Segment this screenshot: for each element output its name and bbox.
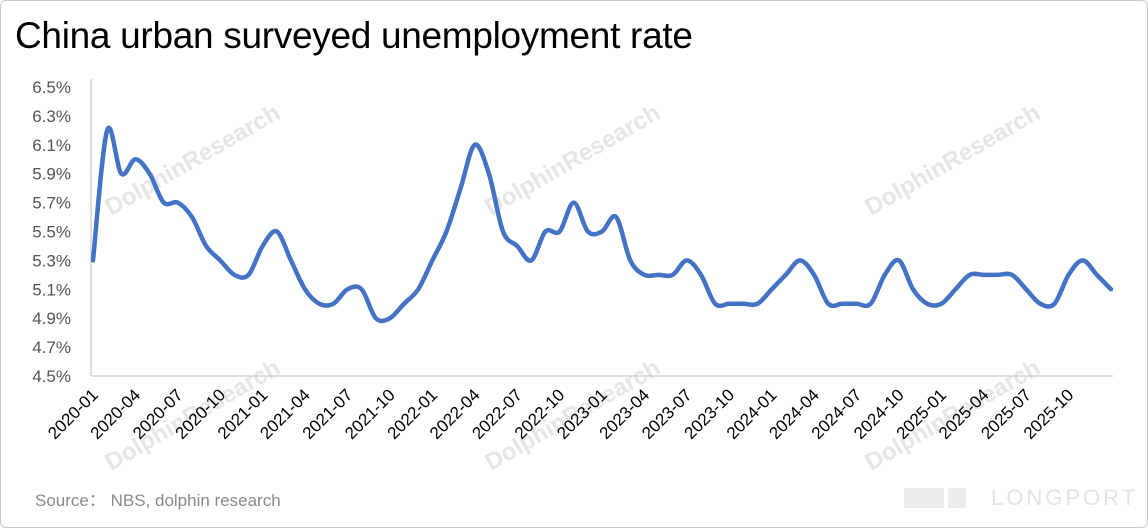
series-group (90, 125, 1114, 324)
axes (90, 79, 1113, 377)
watermark-text: DolphinResearch (861, 99, 1045, 221)
longport-logo-icon (904, 488, 966, 508)
y-tick-label: 4.9% (32, 309, 71, 328)
y-tick-label: 6.1% (32, 136, 71, 155)
y-tick-label: 6.3% (32, 107, 71, 126)
y-tick-label: 5.3% (32, 251, 71, 270)
chart-title: China urban surveyed unemployment rate (15, 15, 693, 56)
brand-logo: LONGPORT (991, 485, 1139, 510)
y-tick-label: 5.9% (32, 165, 71, 184)
y-tick-label: 5.1% (32, 280, 71, 299)
y-tick-label: 4.5% (32, 367, 71, 386)
y-axis-ticks: 6.5% 6.3% 6.1% 5.9% 5.7% 5.5% 5.3% 5.1% 4.9% 4.7%… (32, 78, 71, 386)
source-note: Source： NBS, dolphin research (35, 491, 281, 510)
series-line (90, 125, 1114, 324)
y-tick-label: 5.5% (32, 223, 71, 242)
watermark-text: DolphinResearch (101, 99, 285, 221)
y-tick-label: 5.7% (32, 194, 71, 213)
y-tick-label: 4.7% (32, 338, 71, 357)
y-tick-label: 6.5% (32, 78, 71, 97)
